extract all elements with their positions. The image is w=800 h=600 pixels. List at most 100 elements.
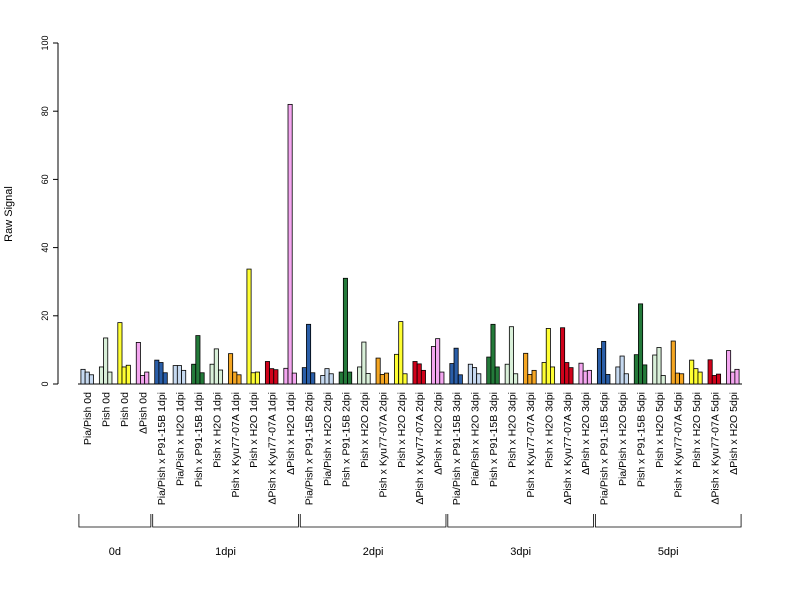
group-bracket [78,514,152,528]
bar [125,364,131,385]
bar [601,340,607,385]
bar [379,374,385,385]
bar [191,363,197,385]
bar [513,373,519,385]
bar [320,375,326,385]
bar [328,373,334,385]
x-tick-label: Pish x H2O 2dpi [359,392,371,468]
bar [679,373,685,385]
bar [472,367,478,385]
bar [310,372,316,385]
bar [84,371,90,385]
bar [564,362,570,385]
group-label: 3dpi [510,546,531,558]
y-tick-label: 40 [40,243,50,253]
y-tick-label: 80 [40,106,50,116]
x-tick-label: Pish x Kyu77-07A 2dpi [377,392,389,498]
bar [430,346,436,385]
bar [254,371,260,385]
bar [154,359,160,385]
bar [674,372,680,385]
bar [361,341,367,385]
bar [656,347,662,385]
bar [693,368,699,385]
bar [582,370,588,385]
bar [181,369,187,385]
y-tick-label: 20 [40,311,50,321]
bar [338,371,344,385]
bar [660,375,666,385]
bar [494,366,500,385]
bar [490,323,496,385]
group-label: 1dpi [215,546,236,558]
bar [476,373,482,385]
bar [98,366,104,385]
x-tick-label: Pish x H2O 3dpi [543,392,555,468]
bar [301,367,307,385]
y-tick-label: 0 [40,381,50,386]
x-tick-label: Pish x P91-15B 5dpi [636,392,648,487]
x-tick-label: Pia/Pish x H2O 3dpi [470,392,482,486]
bar [88,374,94,385]
bar [439,371,445,385]
bar [457,374,463,385]
bar [172,365,178,385]
x-tick-label: ΔPish x Kyu77-07A 2dpi [414,392,426,505]
bar [402,373,408,385]
bar [550,366,556,385]
bar [596,348,602,385]
bar [734,368,740,385]
bar [365,373,371,385]
bar [394,353,400,385]
bar [545,328,551,385]
x-tick-label: Pia/Pish x P91-15B 1dpi [156,392,168,505]
bar [527,374,533,385]
group-bracket [594,514,742,528]
bar [250,372,256,385]
bar [273,369,279,385]
bar [135,341,141,385]
x-tick-label: Pish x Kyu77-07A 1dpi [230,392,242,498]
x-tick-label: Pish 0d [119,392,131,427]
bar [638,303,644,385]
bar [435,338,441,385]
x-tick-label: ΔPish x H2O 2dpi [433,392,445,475]
bar [467,363,473,385]
group-label: 0d [109,546,121,558]
x-tick-label: ΔPish 0d [138,392,150,434]
bar [236,374,242,385]
bar [283,367,289,385]
bar [140,375,146,385]
x-tick-label: Pia/Pish 0d [82,392,94,445]
bar [375,357,381,385]
bar [306,323,312,385]
bar [449,363,455,385]
x-tick-label: Pish x P91-15B 2dpi [340,392,352,487]
bar [508,326,514,385]
x-tick-label: Pish x Kyu77-07A 3dpi [525,392,537,498]
bar [541,362,547,385]
bar [697,371,703,385]
x-tick-label: Pia/Pish x P91-15B 2dpi [304,392,316,505]
bar [670,340,676,385]
bar [287,103,293,385]
x-tick-label: ΔPish x Kyu77-07A 3dpi [562,392,574,505]
bar [176,365,182,385]
x-tick-label: Pia/Pish x H2O 2dpi [322,392,334,486]
x-tick-label: Pia/Pish x H2O 5dpi [617,392,629,486]
bar [384,372,390,385]
bar [619,355,625,385]
bar [103,337,109,385]
bar [420,369,426,385]
bar [246,268,252,385]
bar [195,335,201,385]
bar [269,368,275,385]
x-tick-label: Pish x H2O 1dpi [248,392,260,468]
x-tick-label: Pish x H2O 5dpi [691,392,703,468]
y-axis-label: Raw Signal [3,186,15,242]
x-tick-label: Pish x H2O 2dpi [396,392,408,468]
bar-series [78,103,742,385]
bar [711,375,717,385]
bar [80,368,86,385]
